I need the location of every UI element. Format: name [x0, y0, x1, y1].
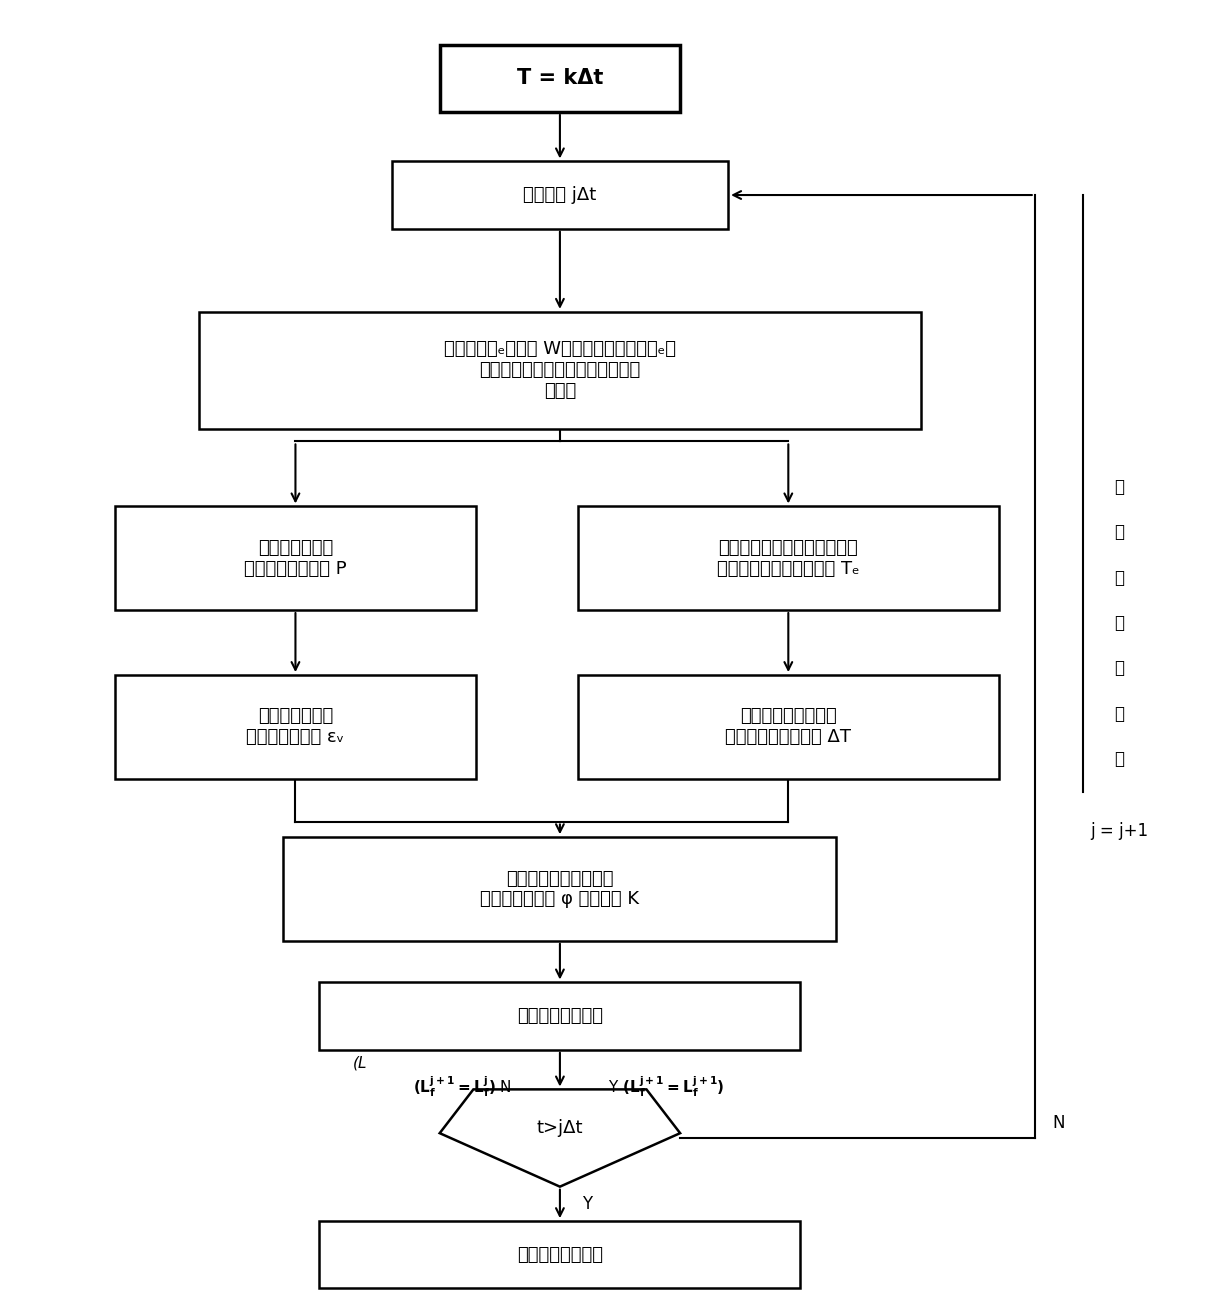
- Text: j = j+1: j = j+1: [1090, 822, 1148, 839]
- Text: 步: 步: [1114, 659, 1124, 678]
- FancyBboxPatch shape: [440, 45, 680, 111]
- Text: 一: 一: [1114, 614, 1124, 632]
- Text: 计算储层中温度分布
求得此时的温度变化 ΔT: 计算储层中温度分布 求得此时的温度变化 ΔT: [725, 708, 851, 746]
- Text: 取时刻点 jΔt: 取时刻点 jΔt: [523, 186, 597, 205]
- Text: t>jΔt: t>jΔt: [536, 1120, 584, 1138]
- Polygon shape: [440, 1089, 680, 1186]
- FancyBboxPatch shape: [320, 982, 800, 1050]
- Text: 计: 计: [1114, 705, 1124, 722]
- Text: Y: Y: [581, 1194, 592, 1213]
- Text: 下: 下: [1114, 569, 1124, 587]
- Text: 判断裂缝是否扩展: 判断裂缝是否扩展: [517, 1007, 603, 1025]
- FancyBboxPatch shape: [283, 838, 837, 941]
- FancyBboxPatch shape: [392, 161, 728, 228]
- Text: 输出所有结果参数: 输出所有结果参数: [517, 1245, 603, 1264]
- FancyBboxPatch shape: [116, 675, 475, 779]
- FancyBboxPatch shape: [578, 506, 998, 610]
- FancyBboxPatch shape: [320, 1221, 800, 1289]
- Text: N: N: [1053, 1113, 1065, 1131]
- Text: 利用三场耦合模型计算
下一时刻孔隙度 φ 、渗透率 K: 利用三场耦合模型计算 下一时刻孔隙度 φ 、渗透率 K: [480, 869, 640, 909]
- Text: 通过滲流方程计
算出储层孔隙压力 P: 通过滲流方程计 算出储层孔隙压力 P: [244, 539, 347, 578]
- Text: 进: 进: [1114, 479, 1124, 496]
- Text: T = kΔt: T = kΔt: [517, 68, 603, 88]
- FancyBboxPatch shape: [578, 675, 998, 779]
- FancyBboxPatch shape: [199, 312, 921, 429]
- Text: $\mathbf{(L_f^{j+1}{=}L_f^j)}$ N: $\mathbf{(L_f^{j+1}{=}L_f^j)}$ N: [413, 1074, 512, 1099]
- Text: 行: 行: [1114, 523, 1124, 541]
- Text: (L: (L: [353, 1055, 367, 1071]
- Text: 算: 算: [1114, 750, 1124, 768]
- Text: Y $\mathbf{(L_f^{j+1}{=}L_f^{j+1})}$: Y $\mathbf{(L_f^{j+1}{=}L_f^{j+1})}$: [608, 1074, 725, 1099]
- Text: 计算出此时刻裂缝中流体温度
用作求解储层温度场边界 Tₑ: 计算出此时刻裂缝中流体温度 用作求解储层温度场边界 Tₑ: [717, 539, 860, 578]
- FancyBboxPatch shape: [116, 506, 475, 610]
- Text: 通过孔隙压力求
解储层岩石应变 εᵥ: 通过孔隙压力求 解储层岩石应变 εᵥ: [247, 708, 344, 746]
- Text: 计算缝长Ｌₑ、缝宽 W、裂缝中流体压力Ｐₑ；
把流体压力进行插値计算出储层边
界压力: 计算缝长Ｌₑ、缝宽 W、裂缝中流体压力Ｐₑ； 把流体压力进行插値计算出储层边 界…: [444, 341, 676, 400]
